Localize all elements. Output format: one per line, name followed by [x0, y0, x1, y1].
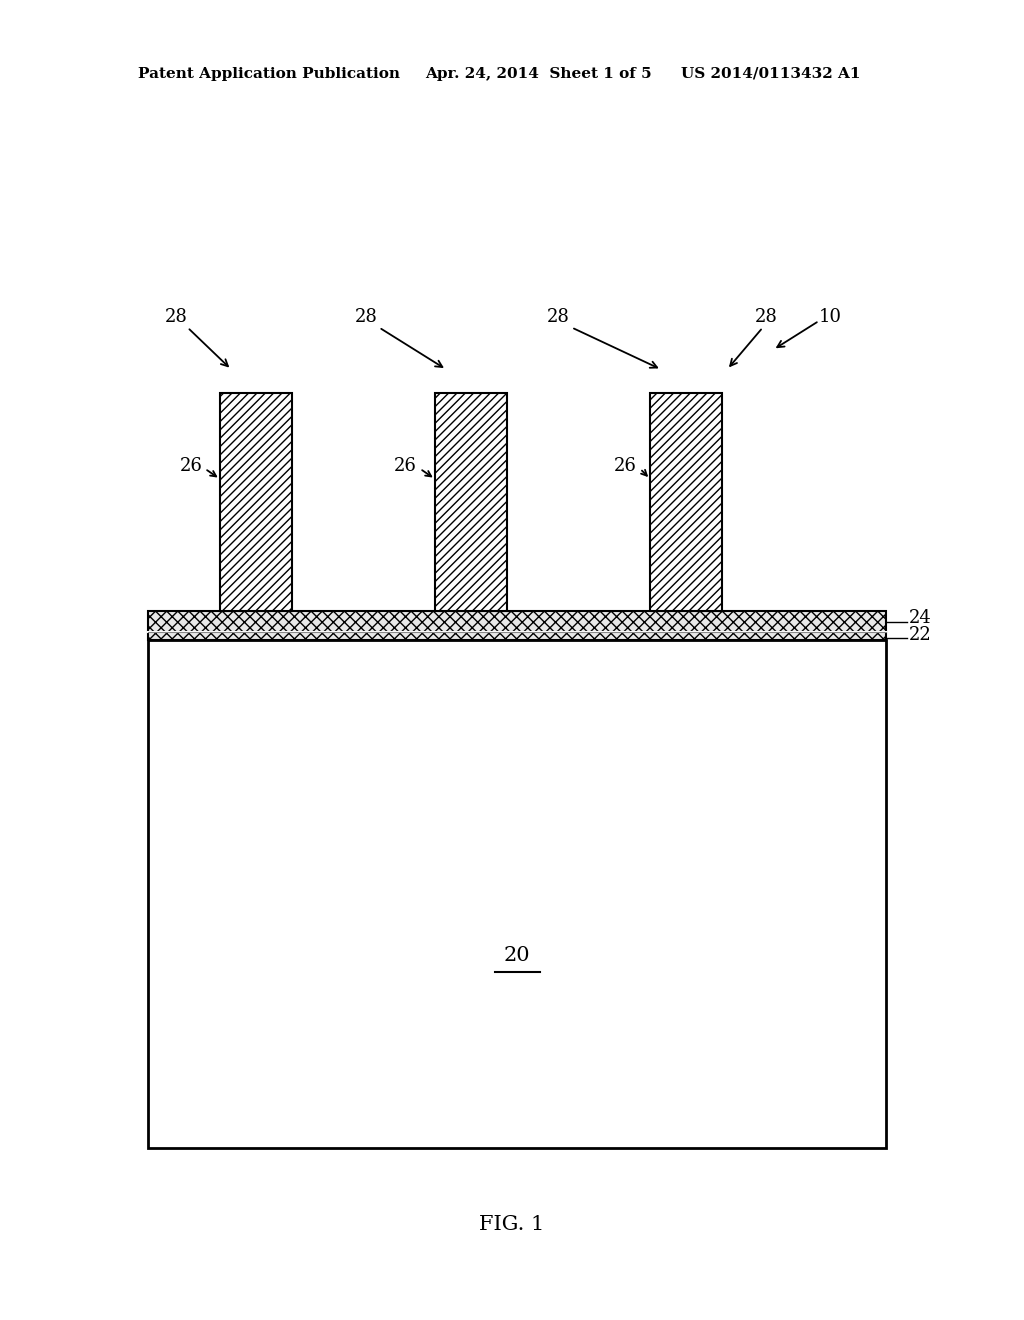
Text: 22: 22 [909, 626, 932, 644]
Text: Apr. 24, 2014  Sheet 1 of 5: Apr. 24, 2014 Sheet 1 of 5 [425, 67, 651, 81]
Text: 28: 28 [547, 308, 569, 326]
Text: 20: 20 [504, 946, 530, 965]
Text: 24: 24 [909, 609, 932, 627]
Bar [148, 611, 886, 640]
Text: 26: 26 [394, 457, 417, 475]
Text: Patent Application Publication: Patent Application Publication [138, 67, 400, 81]
Bar [435, 393, 507, 611]
Text: 26: 26 [614, 457, 637, 475]
Text: FIG. 1: FIG. 1 [479, 1216, 545, 1234]
Bar [650, 393, 722, 611]
Text: 10: 10 [819, 308, 842, 326]
Bar [148, 640, 886, 1148]
Text: 28: 28 [755, 308, 777, 326]
Text: 26: 26 [180, 457, 203, 475]
Bar [220, 393, 292, 611]
Text: 28: 28 [355, 308, 378, 326]
Text: US 2014/0113432 A1: US 2014/0113432 A1 [681, 67, 860, 81]
Text: 28: 28 [165, 308, 187, 326]
